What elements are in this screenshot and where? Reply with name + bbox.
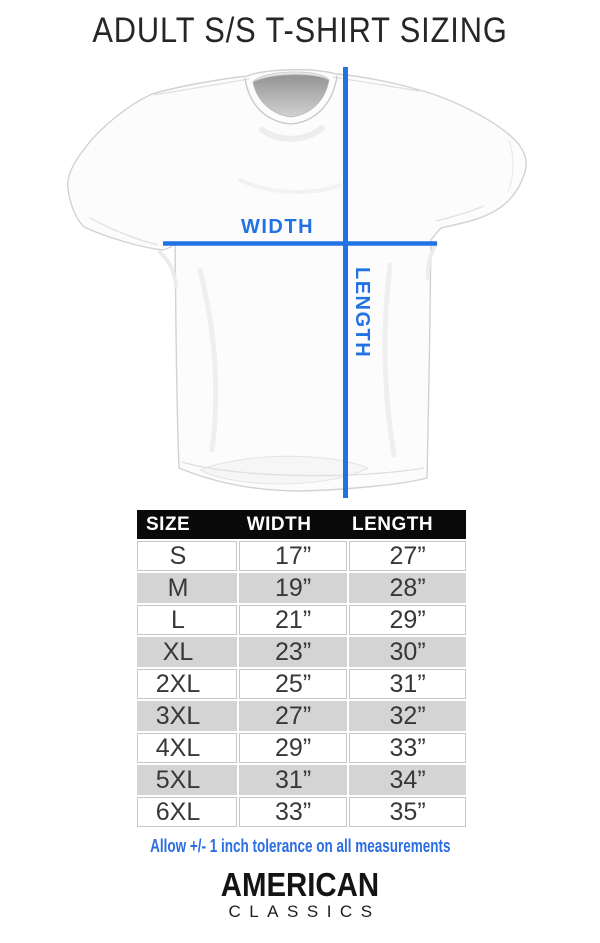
back-collar — [252, 71, 330, 83]
tshirt-wrinkles — [158, 125, 438, 458]
width-value: 21” — [238, 605, 350, 637]
tolerance-note-text: Allow +/- 1 inch tolerance on all measur… — [149, 836, 451, 856]
right-sleeve-seam — [435, 205, 485, 222]
width-value: 27” — [238, 701, 350, 733]
neck-opening — [252, 74, 330, 118]
width-label: WIDTH — [241, 216, 315, 238]
size-value: 6XL — [137, 797, 239, 829]
tshirt-hem-fold — [198, 455, 370, 485]
table-row-m: M 19” 28” — [137, 573, 466, 605]
left-shoulder-seam — [153, 78, 250, 96]
tshirt-body — [67, 68, 527, 492]
size-value: 5XL — [137, 765, 239, 797]
table-row-2xl: 2XL 25” 31” — [137, 669, 466, 701]
size-value: 3XL — [137, 701, 239, 733]
size-value: S — [137, 541, 239, 573]
table-row-s: S 17” 27” — [137, 541, 466, 573]
tshirt-hem-seam — [181, 461, 425, 477]
length-value: 27” — [349, 541, 466, 573]
width-value: 17” — [238, 541, 350, 573]
size-value: XL — [137, 637, 239, 669]
tshirt-graphic — [67, 68, 527, 492]
collar-band — [244, 75, 338, 125]
column-header-size: SIZE — [137, 510, 239, 541]
brand-name: AMERICAN — [0, 868, 600, 901]
size-value: L — [137, 605, 239, 637]
brand-logo: AMERICAN CLASSICS — [0, 868, 600, 920]
length-value: 31” — [349, 669, 466, 701]
width-value: 33” — [238, 797, 350, 829]
width-value: 23” — [238, 637, 350, 669]
right-sleeve-fold — [507, 139, 514, 193]
table-row-6xl: 6XL 33” 35” — [137, 797, 466, 829]
length-value: 30” — [349, 637, 466, 669]
length-value: 34” — [349, 765, 466, 797]
length-value: 35” — [349, 797, 466, 829]
table-header-row: SIZE WIDTH LENGTH — [137, 510, 466, 541]
column-header-length: LENGTH — [349, 510, 466, 541]
table-row-xl: XL 23” 30” — [137, 637, 466, 669]
size-value: 4XL — [137, 733, 239, 765]
tolerance-note: Allow +/- 1 inch tolerance on all measur… — [0, 836, 600, 857]
table-row-5xl: 5XL 31” 34” — [137, 765, 466, 797]
length-value: 29” — [349, 605, 466, 637]
size-table: SIZE WIDTH LENGTH S 17” 27” M 19” 28” L … — [137, 510, 466, 829]
length-value: 32” — [349, 701, 466, 733]
table-row-3xl: 3XL 27” 32” — [137, 701, 466, 733]
width-value: 31” — [238, 765, 350, 797]
size-value: M — [137, 573, 239, 605]
brand-name-text: AMERICAN — [220, 866, 380, 903]
size-value: 2XL — [137, 669, 239, 701]
length-label: LENGTH — [351, 267, 373, 359]
page-title: ADULT S/S T-SHIRT SIZING — [0, 11, 600, 50]
brand-subname: CLASSICS — [228, 902, 381, 921]
table-row-4xl: 4XL 29” 33” — [137, 733, 466, 765]
width-value: 29” — [238, 733, 350, 765]
page-title-text: ADULT S/S T-SHIRT SIZING — [92, 11, 508, 50]
length-value: 33” — [349, 733, 466, 765]
length-value: 28” — [349, 573, 466, 605]
table-row-l: L 21” 29” — [137, 605, 466, 637]
width-value: 25” — [238, 669, 350, 701]
width-value: 19” — [238, 573, 350, 605]
left-sleeve-seam — [89, 217, 159, 246]
column-header-width: WIDTH — [238, 510, 350, 541]
